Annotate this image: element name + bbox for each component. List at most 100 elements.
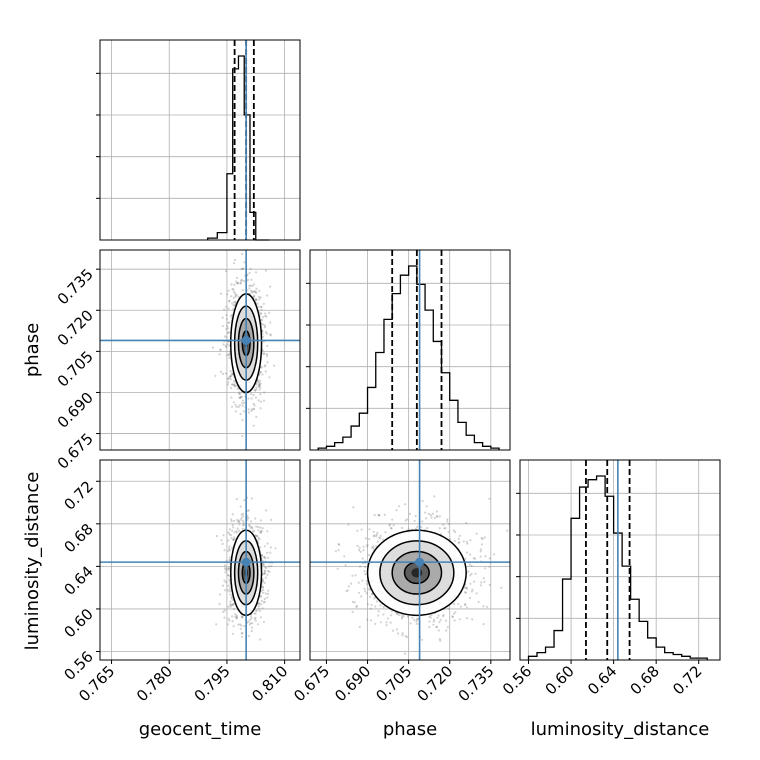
x-tick-label-phase-4: 0.735: [455, 662, 498, 705]
sample-point: [222, 534, 225, 537]
sample-point: [362, 545, 365, 548]
sample-point: [233, 519, 236, 523]
sample-point: [241, 402, 244, 405]
sample-point: [228, 321, 231, 324]
sample-point: [259, 312, 262, 315]
sample-point: [264, 566, 267, 569]
sample-point: [239, 505, 242, 508]
sample-point: [415, 622, 418, 626]
sample-point: [227, 547, 231, 550]
sample-point: [432, 620, 435, 623]
sample-point: [246, 278, 249, 281]
sample-point: [462, 540, 465, 543]
sample-point: [446, 626, 449, 629]
sample-point: [391, 629, 395, 632]
sample-point: [370, 603, 373, 606]
sample-point: [227, 568, 230, 571]
sample-point: [260, 603, 263, 606]
sample-point: [234, 301, 237, 304]
sample-point: [232, 308, 235, 311]
sample-point: [253, 389, 256, 392]
sample-point: [235, 530, 238, 533]
sample-point: [469, 539, 472, 542]
sample-point: [472, 557, 475, 560]
sample-point: [367, 588, 370, 591]
sample-point: [253, 295, 256, 298]
sample-point: [230, 597, 233, 600]
sample-point: [468, 596, 472, 600]
sample-point: [218, 602, 221, 606]
sample-point: [468, 563, 471, 566]
sample-point: [236, 527, 239, 530]
sample-point: [259, 312, 262, 315]
sample-point: [259, 379, 262, 382]
tick-layer: 0.765 0.780 0.795 0.8100.6750.6900.7050.720…: [54, 72, 706, 705]
sample-point: [234, 385, 237, 388]
sample-point: [254, 612, 257, 615]
sample-point: [260, 589, 263, 593]
sample-point: [264, 557, 267, 560]
sample-point: [442, 614, 445, 617]
sample-point: [376, 540, 379, 543]
sample-point: [389, 621, 392, 624]
sample-point: [260, 305, 263, 309]
sample-point: [260, 554, 263, 557]
sample-point: [266, 551, 269, 554]
sample-point: [257, 601, 260, 605]
sample-point: [262, 399, 266, 402]
sample-point: [483, 536, 486, 539]
sample-point: [452, 612, 456, 615]
sample-point: [239, 623, 242, 626]
sample-point: [254, 290, 257, 293]
sample-point: [401, 615, 404, 619]
sample-point: [241, 279, 244, 282]
sample-point: [405, 635, 408, 639]
y-axis-label-2: luminosity_distance: [22, 472, 43, 651]
sample-point: [366, 603, 369, 606]
sample-point: [415, 620, 418, 623]
sample-point: [357, 581, 360, 584]
sample-point: [260, 305, 263, 309]
sample-point: [365, 582, 368, 586]
sample-point: [459, 605, 462, 608]
sample-point: [470, 590, 473, 593]
sample-point: [377, 614, 380, 617]
sample-point: [257, 385, 260, 388]
sample-point: [263, 597, 266, 601]
sample-point: [481, 537, 484, 541]
sample-point: [241, 616, 244, 619]
sample-point: [266, 592, 269, 596]
sample-point: [382, 613, 385, 616]
sample-point: [266, 542, 269, 545]
sample-point: [231, 372, 234, 375]
sample-point: [421, 520, 424, 523]
sample-point: [225, 305, 228, 308]
sample-point: [448, 538, 452, 541]
sample-point: [261, 318, 264, 321]
sample-point: [359, 550, 362, 554]
sample-point: [232, 401, 235, 404]
sample-point: [229, 314, 233, 318]
sample-point: [263, 352, 266, 355]
sample-point: [219, 370, 222, 373]
sample-point: [267, 565, 271, 568]
sample-point: [236, 282, 239, 285]
sample-point: [225, 345, 228, 348]
sample-point: [240, 516, 243, 520]
sample-point: [246, 518, 249, 521]
sample-point: [225, 318, 228, 321]
sample-point: [241, 252, 244, 256]
sample-point: [226, 623, 229, 626]
sample-point: [248, 524, 251, 528]
sample-point: [241, 419, 244, 422]
sample-point: [269, 546, 272, 549]
sample-point: [263, 365, 266, 368]
sample-point: [500, 586, 503, 589]
sample-point: [228, 300, 231, 303]
sample-point: [228, 376, 231, 379]
sample-point: [391, 518, 394, 521]
sample-point: [453, 603, 456, 606]
sample-point: [248, 523, 251, 527]
sample-point: [479, 548, 483, 551]
sample-point: [261, 373, 264, 376]
